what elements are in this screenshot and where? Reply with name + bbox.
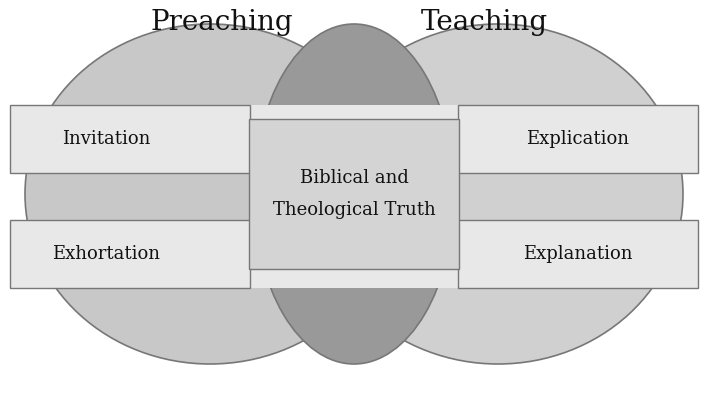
Text: Explication: Explication	[527, 130, 629, 148]
Bar	[458, 105, 698, 173]
Text: Biblical and: Biblical and	[299, 169, 409, 187]
Text: Theological Truth: Theological Truth	[273, 201, 435, 219]
Ellipse shape	[25, 24, 395, 364]
Bar	[249, 119, 459, 269]
Text: Preaching: Preaching	[150, 9, 292, 36]
Text: Teaching: Teaching	[421, 9, 548, 36]
Ellipse shape	[313, 24, 683, 364]
Ellipse shape	[254, 24, 454, 364]
Bar	[458, 220, 698, 288]
Text: Exhortation: Exhortation	[52, 245, 160, 263]
Bar	[10, 105, 250, 173]
Bar	[10, 220, 250, 288]
Bar	[10, 220, 698, 288]
Text: Invitation: Invitation	[62, 130, 150, 148]
Bar	[10, 105, 698, 173]
Text: Explanation: Explanation	[523, 245, 633, 263]
